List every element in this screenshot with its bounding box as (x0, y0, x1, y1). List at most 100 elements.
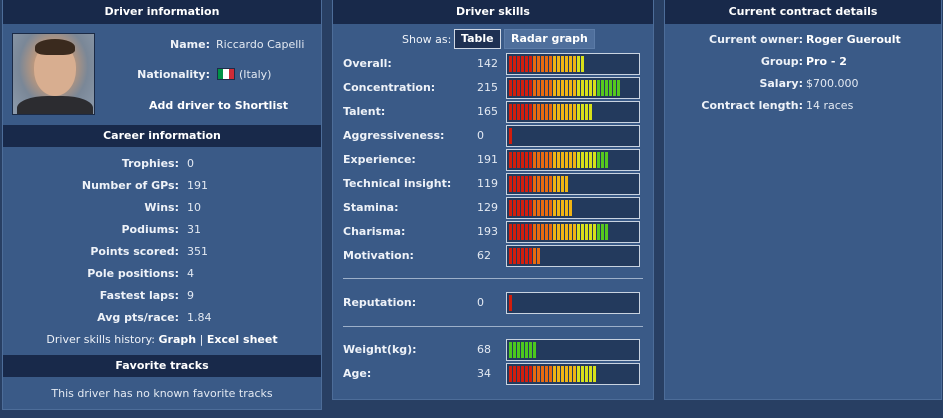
bar-segment (541, 152, 544, 168)
skill-label: Experience: (343, 153, 416, 166)
bar-segment (509, 128, 512, 144)
bar-segment (521, 104, 524, 120)
bar-segment (525, 56, 528, 72)
bar-segment (517, 248, 520, 264)
bar-segment (553, 56, 556, 72)
contract-row: Current owner: Roger Gueroult (665, 33, 941, 55)
add-to-shortlist-link[interactable]: Add driver to Shortlist (149, 99, 289, 112)
bar-segment (589, 224, 592, 240)
bar-segment (521, 342, 524, 358)
bar-segment (605, 152, 608, 168)
skill-bar (506, 77, 640, 99)
skills-divider (343, 278, 643, 279)
reputation-value: 0 (477, 296, 484, 309)
bar-segment (521, 80, 524, 96)
skill-label: Technical insight: (343, 177, 452, 190)
bar-segment (549, 104, 552, 120)
table-view-button[interactable]: Table (454, 29, 501, 49)
bar-segment (557, 152, 560, 168)
bar-segment (561, 224, 564, 240)
career-row: Points scored: 351 (3, 245, 321, 267)
skill-row: Technical insight: 119 (333, 173, 653, 195)
bar-segment (521, 366, 524, 382)
bar-segment (509, 176, 512, 192)
bar-segment (581, 80, 584, 96)
bar-segment (577, 56, 580, 72)
favorite-tracks-empty: This driver has no known favorite tracks (51, 387, 273, 400)
bar-segment (521, 176, 524, 192)
bar-segment (537, 248, 540, 264)
bar-segment (609, 80, 612, 96)
bar-segment (525, 104, 528, 120)
excel-sheet-link[interactable]: Excel sheet (206, 333, 278, 346)
bar-segment (605, 224, 608, 240)
bar-segment (597, 80, 600, 96)
bar-segment (549, 200, 552, 216)
career-row: Pole positions: 4 (3, 267, 321, 289)
bar-segment (541, 366, 544, 382)
career-row: Trophies: 0 (3, 157, 321, 179)
skill-value: 191 (477, 153, 498, 166)
link-separator: | (199, 333, 204, 346)
radar-graph-button[interactable]: Radar graph (504, 29, 595, 49)
bar-segment (577, 104, 580, 120)
bar-segment (525, 200, 528, 216)
skill-bar (506, 53, 640, 75)
graph-link[interactable]: Graph (158, 333, 197, 346)
bar-segment (533, 248, 536, 264)
career-row: Wins: 10 (3, 201, 321, 223)
bar-segment (613, 80, 616, 96)
bar-segment (533, 56, 536, 72)
bar-segment (565, 200, 568, 216)
physical-row: Weight(kg): 68 (333, 339, 653, 361)
bar-segment (561, 104, 564, 120)
bar-segment (573, 56, 576, 72)
bar-segment (529, 342, 532, 358)
bar-segment (593, 366, 596, 382)
bar-segment (517, 342, 520, 358)
career-label: Trophies: (121, 157, 179, 170)
name-label: Name: (170, 38, 210, 51)
career-value: 9 (187, 289, 194, 302)
bar-segment (557, 80, 560, 96)
physical-value: 68 (477, 343, 491, 356)
bar-segment (565, 104, 568, 120)
skill-value: 0 (477, 129, 484, 142)
bar-segment (585, 152, 588, 168)
bar-segment (557, 104, 560, 120)
bar-segment (549, 224, 552, 240)
bar-segment (601, 152, 604, 168)
bar-segment (537, 366, 540, 382)
skill-row: Stamina: 129 (333, 197, 653, 219)
contract-label: Salary: (759, 77, 803, 90)
bar-segment (573, 224, 576, 240)
career-label: Number of GPs: (81, 179, 179, 192)
skill-label: Aggressiveness: (343, 129, 445, 142)
bar-segment (521, 152, 524, 168)
reputation-row: Reputation: 0 (333, 292, 653, 314)
skill-label: Motivation: (343, 249, 414, 262)
bar-segment (597, 224, 600, 240)
bar-segment (565, 176, 568, 192)
career-row: Number of GPs: 191 (3, 179, 321, 201)
bar-segment (541, 224, 544, 240)
bar-segment (557, 200, 560, 216)
bar-segment (525, 224, 528, 240)
bar-segment (585, 224, 588, 240)
physical-row: Age: 34 (333, 363, 653, 385)
bar-segment (537, 80, 540, 96)
nationality-value: (Italy) (239, 68, 272, 81)
driver-skills-panel: Driver skills Show as: Table Radar graph… (332, 0, 654, 400)
skill-row: Talent: 165 (333, 101, 653, 123)
bar-segment (513, 248, 516, 264)
bar-segment (561, 56, 564, 72)
bar-segment (513, 176, 516, 192)
bar-segment (549, 176, 552, 192)
bar-segment (565, 366, 568, 382)
bar-segment (509, 366, 512, 382)
bar-segment (545, 366, 548, 382)
physical-label: Weight(kg): (343, 343, 417, 356)
career-label: Avg pts/race: (97, 311, 179, 324)
bar-segment (509, 56, 512, 72)
career-value: 0 (187, 157, 194, 170)
